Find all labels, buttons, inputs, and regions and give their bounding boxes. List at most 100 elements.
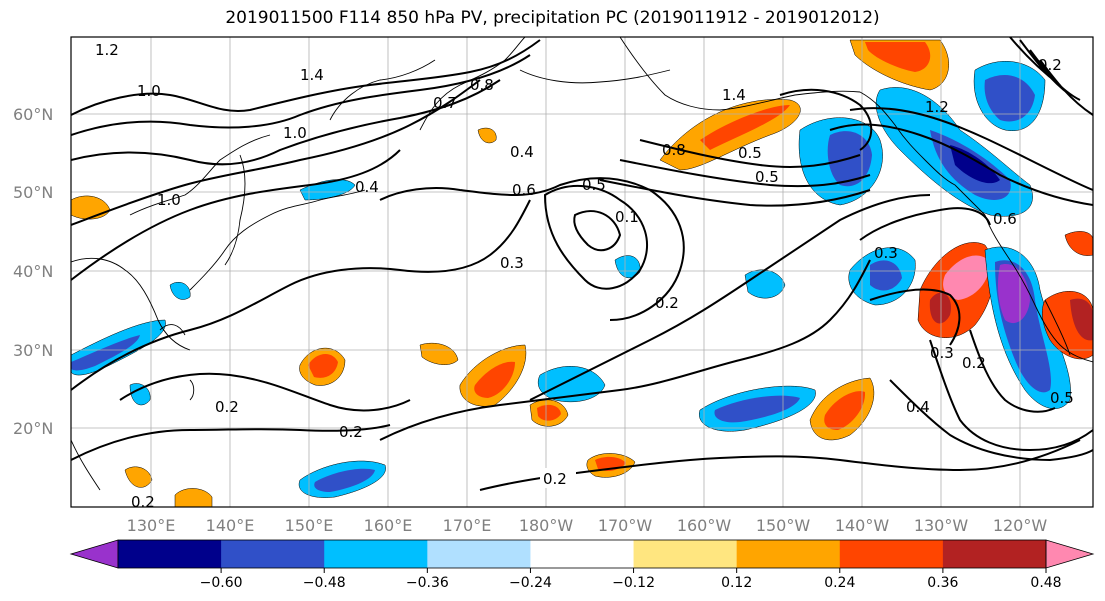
precip-negative-area — [984, 75, 1035, 122]
pv-label: 0.8 — [662, 141, 686, 159]
colorbar-tick-label: −0.24 — [509, 575, 552, 591]
pv-label: 0.2 — [131, 493, 155, 511]
lat-label: 30°N — [13, 341, 53, 360]
pv-label: 0.2 — [215, 398, 239, 416]
lon-label: 150°W — [756, 516, 811, 535]
lon-label: 160°W — [677, 516, 732, 535]
colorbar-tick-label: −0.48 — [303, 575, 346, 591]
pv-contours — [71, 37, 1093, 491]
lon-label: 170°E — [443, 516, 492, 535]
pv-label: 0.5 — [1050, 389, 1074, 407]
colorbar-cell — [942, 540, 1047, 568]
pv-label: 0.3 — [874, 244, 898, 262]
pv-label: 0.5 — [755, 168, 779, 186]
colorbar-extend-min — [69, 539, 119, 569]
lon-label: 140°W — [835, 516, 890, 535]
graticule — [71, 37, 1093, 507]
colorbar-cell — [427, 540, 531, 568]
lon-label: 160°E — [364, 516, 413, 535]
colorbar-tick-label: 0.36 — [927, 575, 958, 591]
coastlines — [71, 37, 1093, 491]
pv-label: 1.0 — [157, 191, 181, 209]
colorbar-tick-label: −0.36 — [406, 575, 449, 591]
lon-label: 120°W — [993, 516, 1048, 535]
lon-label: 170°W — [598, 516, 653, 535]
pv-contour-labels: 1.2 1.0 1.4 0.7 0.8 1.0 0.4 0.4 0.6 0.5 … — [92, 40, 1074, 511]
precip-positive-area — [929, 292, 951, 324]
precip-negative-area — [169, 281, 191, 300]
precip-negative-area — [744, 269, 786, 299]
colorbar-cell — [221, 540, 325, 568]
precip-negative-area — [314, 468, 375, 492]
pv-label: 0.2 — [1038, 56, 1062, 74]
lon-label: 130°W — [914, 516, 969, 535]
precip-positive-area — [824, 391, 866, 430]
longitude-labels: 130°E 140°E 150°E 160°E 170°E 180°W 170°… — [127, 516, 1048, 535]
precip-positive-area — [308, 354, 338, 378]
precip-negative-area — [614, 255, 641, 279]
precip-positive-area — [174, 488, 213, 507]
lat-label: 60°N — [13, 105, 53, 124]
precip-positive-area — [943, 255, 990, 300]
pv-label: 1.2 — [95, 41, 119, 59]
pv-label: 0.3 — [930, 344, 954, 362]
pv-label: 1.4 — [722, 86, 746, 104]
precip-positive-area — [71, 195, 111, 220]
pv-label: 0.5 — [738, 144, 762, 162]
pv-label: 0.7 — [433, 94, 457, 112]
colorbar-cell — [530, 540, 635, 568]
lat-label: 40°N — [13, 262, 53, 281]
colorbar-cell — [118, 540, 222, 568]
pv-label: 0.2 — [962, 354, 986, 372]
precip-positive-area — [477, 127, 497, 144]
map-title: 2019011500 F114 850 hPa PV, precipitatio… — [225, 8, 880, 28]
pv-label: 0.5 — [582, 176, 606, 194]
pv-label: 0.4 — [906, 398, 930, 416]
lat-label: 50°N — [13, 183, 53, 202]
colorbar: −0.60 −0.48 −0.36 −0.24 −0.12 0.12 0.24 0.36 0.4… — [69, 539, 1095, 591]
lon-label: 150°E — [285, 516, 334, 535]
map-frame — [70, 36, 1094, 508]
pv-label: 0.2 — [339, 423, 363, 441]
colorbar-cell — [736, 540, 841, 568]
precip-negative-area — [714, 395, 800, 423]
lat-label: 20°N — [13, 419, 53, 438]
pv-label: 1.0 — [283, 124, 307, 142]
precip-negative-area — [129, 383, 151, 406]
pv-label: 0.3 — [500, 254, 524, 272]
pv-label: 0.2 — [655, 294, 679, 312]
colorbar-cell — [839, 540, 944, 568]
precip-positive-area — [474, 361, 515, 398]
precip-positive-area — [865, 42, 931, 72]
lon-label: 180°W — [519, 516, 574, 535]
colorbar-tick-label: 0.24 — [824, 575, 855, 591]
pv-label: 1.0 — [137, 82, 161, 100]
pv-label: 1.4 — [300, 66, 324, 84]
colorbar-cell — [633, 540, 738, 568]
pv-label: 0.2 — [543, 470, 567, 488]
precip-negative-area — [870, 260, 902, 291]
precip-positive-area — [537, 404, 561, 421]
colorbar-cell — [324, 540, 428, 568]
pv-label: 0.4 — [355, 178, 379, 196]
precip-positive-area — [1070, 298, 1093, 341]
pv-label: 0.6 — [993, 210, 1017, 228]
lon-label: 130°E — [127, 516, 176, 535]
precip-positive-area — [124, 466, 153, 488]
precip-positive-area — [419, 342, 459, 365]
precip-positive-area — [700, 105, 790, 150]
precip-negative-area — [71, 335, 140, 371]
lon-label: 140°E — [206, 516, 255, 535]
pv-label: 1.2 — [925, 98, 949, 116]
pv-label: 0.4 — [510, 143, 534, 161]
colorbar-tick-label: 0.48 — [1030, 575, 1061, 591]
latitude-labels: 60°N 50°N 40°N 30°N 20°N — [13, 105, 53, 438]
colorbar-tick-label: −0.60 — [200, 575, 243, 591]
colorbar-tick-label: −0.12 — [612, 575, 655, 591]
pv-label: 0.6 — [512, 181, 536, 199]
colorbar-extend-max — [1045, 539, 1095, 569]
precip-positive-area — [1064, 231, 1093, 256]
pv-label: 0.8 — [470, 76, 494, 94]
pv-label: 0.1 — [615, 208, 639, 226]
